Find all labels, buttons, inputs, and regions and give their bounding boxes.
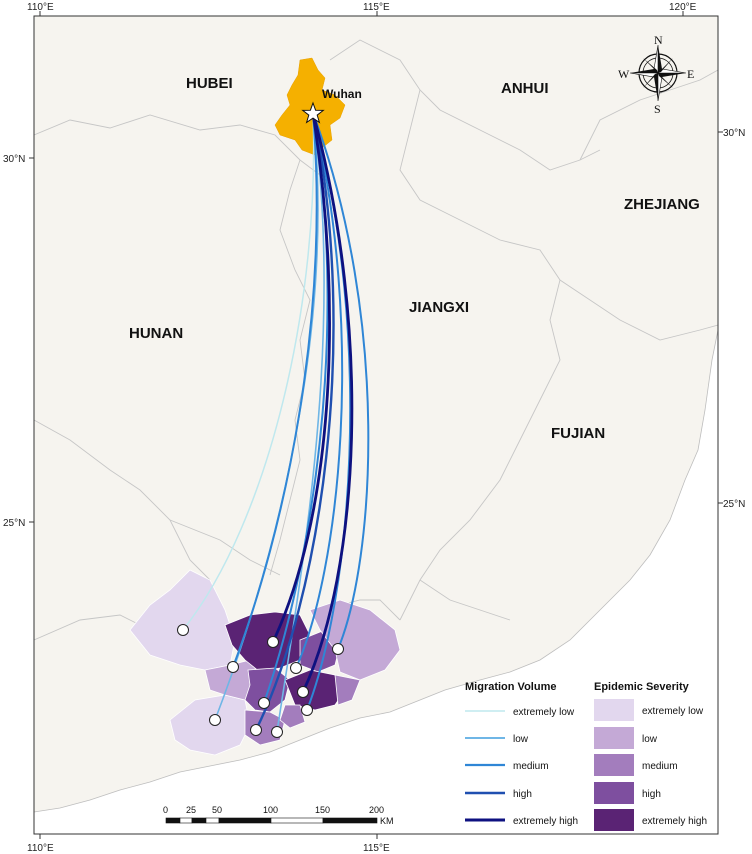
city-marker: [250, 724, 262, 736]
city-marker: [290, 662, 302, 674]
city-marker: [258, 697, 270, 709]
graticule-ticks: [29, 11, 723, 839]
flow-extremely-high-2: [301, 111, 354, 694]
legend-migration-title: Migration Volume: [465, 681, 556, 693]
legend-severity-title: Epidemic Severity: [594, 681, 690, 693]
scale-tick-200: 200: [369, 805, 384, 815]
city-marker: [332, 643, 344, 655]
tick-left-25n: 25°N: [3, 518, 25, 529]
city-marker: [209, 714, 221, 726]
wuhan-star-icon: [301, 101, 325, 124]
scale-tick-100: 100: [263, 805, 278, 815]
city-marker: [301, 704, 313, 716]
region-label-anhui: ANHUI: [501, 80, 549, 97]
scale-tick-0: 0: [163, 805, 168, 815]
legend-swatch-severity-1: [594, 727, 634, 749]
legend-migration-volume: Migration Volume extremely low low mediu…: [465, 681, 578, 827]
legend-swatch-severity-2: [594, 754, 634, 776]
flow-low-2: [276, 112, 325, 733]
tick-right-30n: 30°N: [723, 128, 745, 139]
tick-top-115e: 115°E: [363, 2, 390, 13]
flow-medium-3: [295, 112, 344, 669]
scale-unit: KM: [380, 816, 394, 826]
legend-label-flow-2: medium: [513, 761, 549, 772]
region-label-hubei: HUBEI: [186, 75, 233, 92]
scale-tick-150: 150: [315, 805, 330, 815]
region-label-jiangxi: JIANGXI: [409, 299, 469, 316]
migration-flows: [182, 111, 370, 733]
legend-swatch-severity-0: [594, 699, 634, 721]
tick-bottom-115e: 115°E: [363, 843, 390, 854]
legend-label-flow-4: extremely high: [513, 816, 578, 827]
prefecture-pearl-south: [279, 704, 306, 729]
destination-markers: [177, 624, 344, 738]
region-label-fujian: FUJIAN: [551, 425, 605, 442]
compass-s: S: [654, 102, 661, 116]
legend-label-severity-2: medium: [642, 761, 678, 772]
legend-label-flow-3: high: [513, 789, 532, 800]
tick-bottom-110e: 110°E: [27, 843, 54, 854]
legend-epidemic-severity: Epidemic Severity extremely low low medi…: [594, 681, 707, 831]
scale-bar: 0 25 50 100 150 200 KM: [163, 805, 394, 826]
city-marker: [227, 661, 239, 673]
flow-medium-1: [232, 112, 318, 668]
flow-extremely-low: [182, 112, 315, 631]
city-marker: [177, 624, 189, 636]
legend-label-flow-0: extremely low: [513, 707, 575, 718]
legend-swatch-severity-4: [594, 809, 634, 831]
scale-tick-50: 50: [212, 805, 222, 815]
legend-label-severity-0: extremely low: [642, 706, 704, 717]
scale-tick-25: 25: [186, 805, 196, 815]
tick-right-25n: 25°N: [723, 499, 745, 510]
region-label-zhejiang: ZHEJIANG: [624, 196, 700, 213]
compass-n: N: [654, 33, 663, 47]
legend-label-severity-4: extremely high: [642, 816, 707, 827]
legend-label-severity-3: high: [642, 789, 661, 800]
region-label-hunan: HUNAN: [129, 325, 183, 342]
legend-swatch-severity-3: [594, 782, 634, 804]
tick-top-110e: 110°E: [27, 2, 54, 13]
city-marker: [297, 686, 309, 698]
flow-extremely-high-1: [271, 111, 331, 644]
compass-w: W: [618, 67, 630, 81]
flow-medium-4: [312, 112, 370, 650]
flow-high-1: [254, 111, 335, 732]
legend-label-severity-1: low: [642, 734, 658, 745]
compass-e: E: [687, 67, 694, 81]
city-marker: [271, 726, 283, 738]
map-frame-border: [33, 15, 719, 835]
prefecture-east-south: [334, 674, 361, 706]
city-marker: [267, 636, 279, 648]
city-label-wuhan: Wuhan: [322, 87, 362, 101]
tick-top-120e: 120°E: [669, 2, 697, 13]
compass-rose-icon: N S E W: [618, 33, 694, 116]
legend-label-flow-1: low: [513, 734, 529, 745]
tick-left-30n: 30°N: [3, 154, 25, 165]
